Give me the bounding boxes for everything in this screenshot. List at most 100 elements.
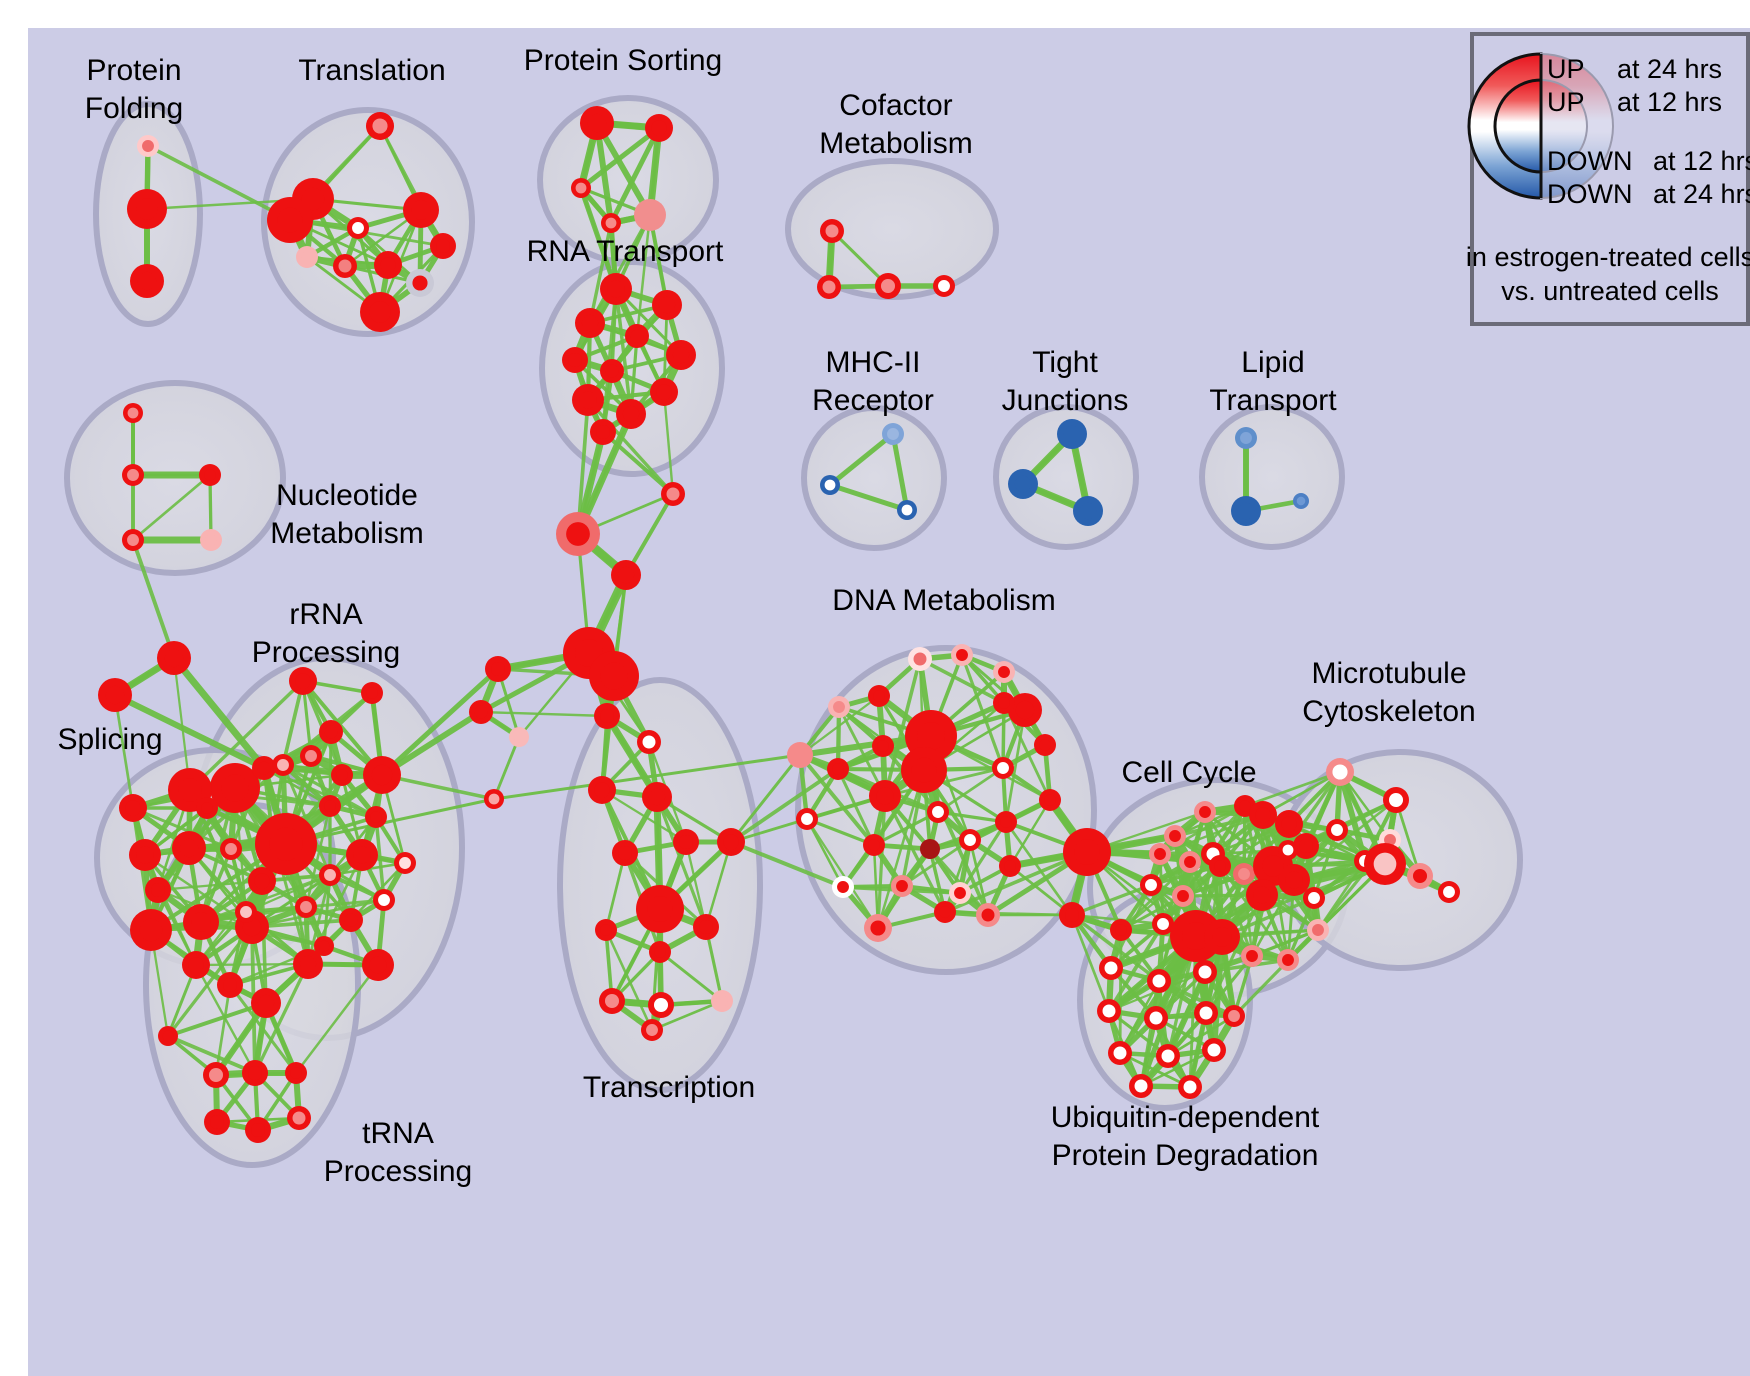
network-node[interactable] [649,941,671,963]
network-node[interactable] [373,889,395,911]
network-node[interactable] [394,852,416,874]
network-node[interactable] [1144,1006,1168,1030]
network-node[interactable] [661,482,685,506]
network-node[interactable] [1277,949,1299,971]
network-node[interactable] [600,359,624,383]
network-node[interactable] [403,192,439,228]
network-node[interactable] [995,811,1017,833]
network-node[interactable] [158,1026,178,1046]
network-node[interactable] [1326,758,1354,786]
network-node[interactable] [693,914,719,940]
network-node[interactable] [562,347,588,373]
network-node[interactable] [920,839,940,859]
network-node[interactable] [1172,885,1194,907]
network-node[interactable] [594,703,620,729]
network-node[interactable] [300,745,322,767]
network-node[interactable] [869,780,901,812]
network-node[interactable] [1149,843,1171,865]
network-node[interactable] [365,806,387,828]
network-node[interactable] [901,747,947,793]
network-node[interactable] [1097,999,1121,1023]
network-node[interactable] [648,992,674,1018]
network-node[interactable] [787,742,813,768]
network-node[interactable] [406,269,434,297]
network-node[interactable] [595,919,617,941]
network-node[interactable] [1108,1041,1132,1065]
network-node[interactable] [485,656,511,682]
network-node[interactable] [295,896,317,918]
network-node[interactable] [289,667,317,695]
network-node[interactable] [641,1019,663,1041]
network-node[interactable] [119,794,147,822]
network-node[interactable] [637,730,661,754]
network-node[interactable] [908,647,932,671]
network-node[interactable] [1034,734,1056,756]
network-node[interactable] [1008,693,1042,727]
network-node[interactable] [331,764,353,786]
network-node[interactable] [1152,913,1174,935]
network-node[interactable] [319,720,343,744]
network-node[interactable] [314,936,334,956]
network-node[interactable] [347,217,369,239]
network-node[interactable] [199,464,221,486]
network-node[interactable] [1140,874,1162,896]
network-node[interactable] [248,867,276,895]
network-node[interactable] [1307,919,1329,941]
network-node[interactable] [200,529,222,551]
network-node[interactable] [98,678,132,712]
network-node[interactable] [1246,879,1278,911]
network-node[interactable] [652,290,682,320]
network-node[interactable] [817,275,841,299]
network-node[interactable] [636,885,684,933]
network-node[interactable] [1008,469,1038,499]
network-node[interactable] [575,308,605,338]
network-node[interactable] [1179,851,1201,873]
network-node[interactable] [1235,427,1257,449]
network-node[interactable] [828,696,850,718]
network-node[interactable] [251,988,281,1018]
network-node[interactable] [267,197,313,243]
network-node[interactable] [993,661,1015,683]
network-node[interactable] [832,876,854,898]
network-node[interactable] [1129,1074,1153,1098]
network-node[interactable] [430,233,456,259]
network-node[interactable] [820,475,840,495]
network-node[interactable] [366,112,394,140]
network-node[interactable] [1293,493,1309,509]
network-node[interactable] [588,776,616,804]
network-node[interactable] [130,909,172,951]
network-node[interactable] [172,831,206,865]
network-node[interactable] [293,949,323,979]
network-node[interactable] [999,855,1021,877]
network-node[interactable] [951,644,973,666]
network-node[interactable] [1193,960,1217,984]
network-node[interactable] [123,403,143,423]
network-node[interactable] [1241,945,1263,967]
network-node[interactable] [572,384,604,416]
network-node[interactable] [129,839,161,871]
network-node[interactable] [580,106,614,140]
network-node[interactable] [796,808,818,830]
network-node[interactable] [650,378,678,406]
network-node[interactable] [959,829,981,851]
network-node[interactable] [1275,810,1303,838]
network-node[interactable] [1278,864,1310,896]
network-node[interactable] [183,904,219,940]
network-node[interactable] [600,273,632,305]
network-node[interactable] [611,560,641,590]
network-node[interactable] [1063,828,1111,876]
network-node[interactable] [122,529,144,551]
network-node[interactable] [1249,801,1277,829]
network-node[interactable] [1364,843,1406,885]
network-node[interactable] [1194,801,1216,823]
network-node[interactable] [287,1106,311,1130]
network-node[interactable] [137,135,159,157]
network-node[interactable] [927,801,949,823]
network-node[interactable] [820,219,844,243]
network-node[interactable] [1156,1044,1180,1068]
network-node[interactable] [556,512,600,556]
network-node[interactable] [645,114,673,142]
network-node[interactable] [612,840,638,866]
network-node[interactable] [319,864,341,886]
network-node[interactable] [992,757,1014,779]
